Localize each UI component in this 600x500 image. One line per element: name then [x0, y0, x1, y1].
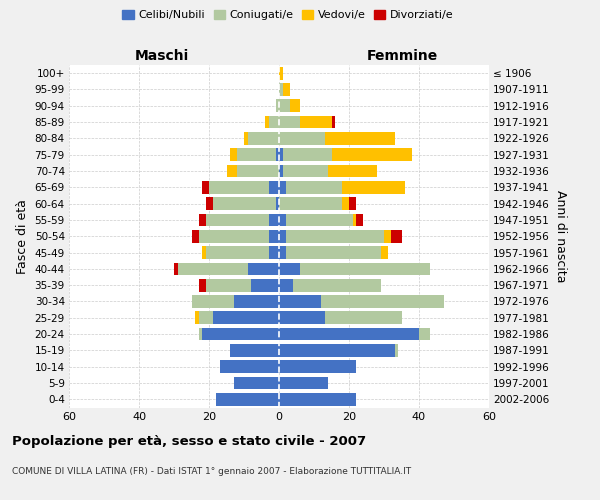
Bar [279, 214, 286, 226]
Legend: Celibi/Nubili, Coniugati/e, Vedovi/e, Divorziati/e: Celibi/Nubili, Coniugati/e, Vedovi/e, Di… [118, 6, 458, 25]
Bar [275, 198, 279, 210]
Bar [230, 344, 279, 357]
Y-axis label: Fasce di età: Fasce di età [16, 199, 29, 274]
Bar [202, 246, 205, 259]
Bar [279, 328, 419, 340]
Bar [191, 295, 233, 308]
Bar [216, 393, 279, 406]
Bar [331, 148, 412, 161]
Bar [199, 328, 202, 340]
Bar [251, 279, 279, 291]
Bar [220, 360, 279, 373]
Bar [279, 295, 321, 308]
Bar [279, 246, 286, 259]
Bar [269, 230, 279, 242]
Bar [349, 198, 356, 210]
Bar [199, 214, 205, 226]
Bar [279, 312, 325, 324]
Bar [174, 262, 178, 275]
Bar [202, 181, 209, 194]
Bar [233, 376, 279, 390]
Bar [290, 100, 300, 112]
Bar [269, 181, 279, 194]
Bar [199, 279, 205, 291]
Bar [279, 67, 283, 80]
Bar [279, 393, 356, 406]
Bar [269, 246, 279, 259]
Bar [286, 230, 384, 242]
Bar [380, 246, 388, 259]
Bar [265, 116, 269, 128]
Bar [275, 100, 279, 112]
Bar [237, 164, 279, 177]
Text: Maschi: Maschi [135, 48, 189, 62]
Bar [233, 295, 279, 308]
Bar [205, 279, 251, 291]
Bar [248, 262, 279, 275]
Bar [209, 181, 269, 194]
Bar [269, 214, 279, 226]
Bar [325, 132, 395, 145]
Bar [384, 230, 391, 242]
Bar [248, 132, 279, 145]
Bar [279, 344, 395, 357]
Bar [279, 360, 356, 373]
Bar [283, 164, 328, 177]
Text: COMUNE DI VILLA LATINA (FR) - Dati ISTAT 1° gennaio 2007 - Elaborazione TUTTITAL: COMUNE DI VILLA LATINA (FR) - Dati ISTAT… [12, 468, 411, 476]
Bar [279, 181, 286, 194]
Bar [275, 148, 279, 161]
Bar [321, 295, 443, 308]
Bar [331, 116, 335, 128]
Bar [419, 328, 430, 340]
Bar [244, 132, 248, 145]
Bar [283, 148, 331, 161]
Bar [178, 262, 248, 275]
Bar [283, 83, 290, 96]
Bar [286, 246, 380, 259]
Bar [356, 214, 363, 226]
Bar [279, 230, 286, 242]
Bar [395, 344, 398, 357]
Bar [195, 312, 199, 324]
Bar [279, 376, 328, 390]
Bar [279, 164, 283, 177]
Bar [205, 246, 269, 259]
Bar [391, 230, 401, 242]
Bar [279, 100, 290, 112]
Bar [230, 148, 237, 161]
Bar [279, 116, 300, 128]
Bar [342, 198, 349, 210]
Bar [279, 198, 342, 210]
Bar [286, 181, 342, 194]
Bar [227, 164, 237, 177]
Bar [286, 214, 353, 226]
Bar [237, 148, 275, 161]
Bar [300, 262, 430, 275]
Bar [205, 198, 212, 210]
Bar [205, 214, 269, 226]
Text: Popolazione per età, sesso e stato civile - 2007: Popolazione per età, sesso e stato civil… [12, 435, 366, 448]
Bar [279, 262, 300, 275]
Bar [293, 279, 380, 291]
Bar [279, 279, 293, 291]
Text: Femmine: Femmine [367, 48, 437, 62]
Bar [199, 230, 269, 242]
Bar [325, 312, 401, 324]
Y-axis label: Anni di nascita: Anni di nascita [554, 190, 566, 282]
Bar [279, 83, 283, 96]
Bar [353, 214, 356, 226]
Bar [300, 116, 331, 128]
Bar [328, 164, 377, 177]
Bar [191, 230, 199, 242]
Bar [202, 328, 279, 340]
Bar [269, 116, 279, 128]
Bar [279, 132, 325, 145]
Bar [279, 148, 283, 161]
Bar [199, 312, 212, 324]
Bar [342, 181, 405, 194]
Bar [212, 312, 279, 324]
Bar [212, 198, 275, 210]
